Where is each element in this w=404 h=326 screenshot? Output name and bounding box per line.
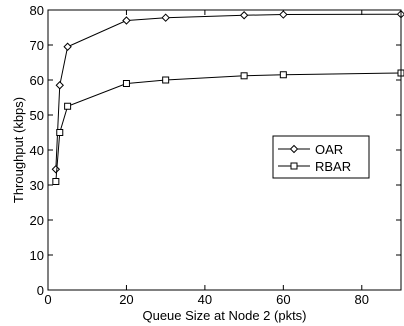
y-tick-label: 10 [30,248,44,263]
data-point-rbar [122,80,130,87]
tick-labels: 0 20 40 60 80 0 10 20 30 40 50 60 70 80 [30,3,369,307]
data-point-oar [161,13,170,22]
data-point-oar [51,165,61,174]
y-tick-label: 20 [30,213,44,228]
y-tick-label: 40 [30,143,44,158]
data-point-rbar [162,76,170,84]
data-point-rbar [64,102,72,110]
legend-item-oar: OAR [278,142,343,157]
x-tick-label: 80 [355,292,369,307]
legend-label-rbar: RBAR [315,159,351,174]
data-point-oar [239,11,249,20]
series-line-oar [55,13,402,170]
legend-box [272,135,370,179]
data-point-rbar [56,129,64,136]
data-point-oar [55,81,64,90]
legend-marker-oar [289,144,299,154]
data-point-oar [122,16,131,25]
series-oar [51,9,404,174]
data-point-rbar [279,71,287,79]
x-tick-label: 0 [44,292,51,307]
y-axis-title: Throughput (kbps) [11,97,26,203]
x-axis-title: Queue Size at Node 2 (pkts) [142,308,306,323]
legend-label-oar: OAR [315,142,343,157]
x-tick-label: 40 [198,292,212,307]
legend-marker-rbar [290,162,298,170]
y-tick-label: 50 [30,108,44,123]
legend-item-rbar: RBAR [278,159,351,174]
x-tick-label: 20 [119,292,133,307]
y-tick-label: 30 [30,178,44,193]
legend: OAR RBAR [272,135,370,179]
y-tick-label: 60 [30,73,44,88]
y-tick-label: 0 [37,283,44,298]
plot-frame [47,9,402,291]
series-line-rbar [55,72,402,182]
y-tick-label: 80 [30,3,44,18]
data-point-oar [279,10,288,19]
data-point-rbar [240,72,248,80]
x-tick-label: 60 [276,292,290,307]
data-point-rbar [52,178,60,185]
y-tick-label: 70 [30,38,44,53]
data-point-oar [63,42,72,51]
